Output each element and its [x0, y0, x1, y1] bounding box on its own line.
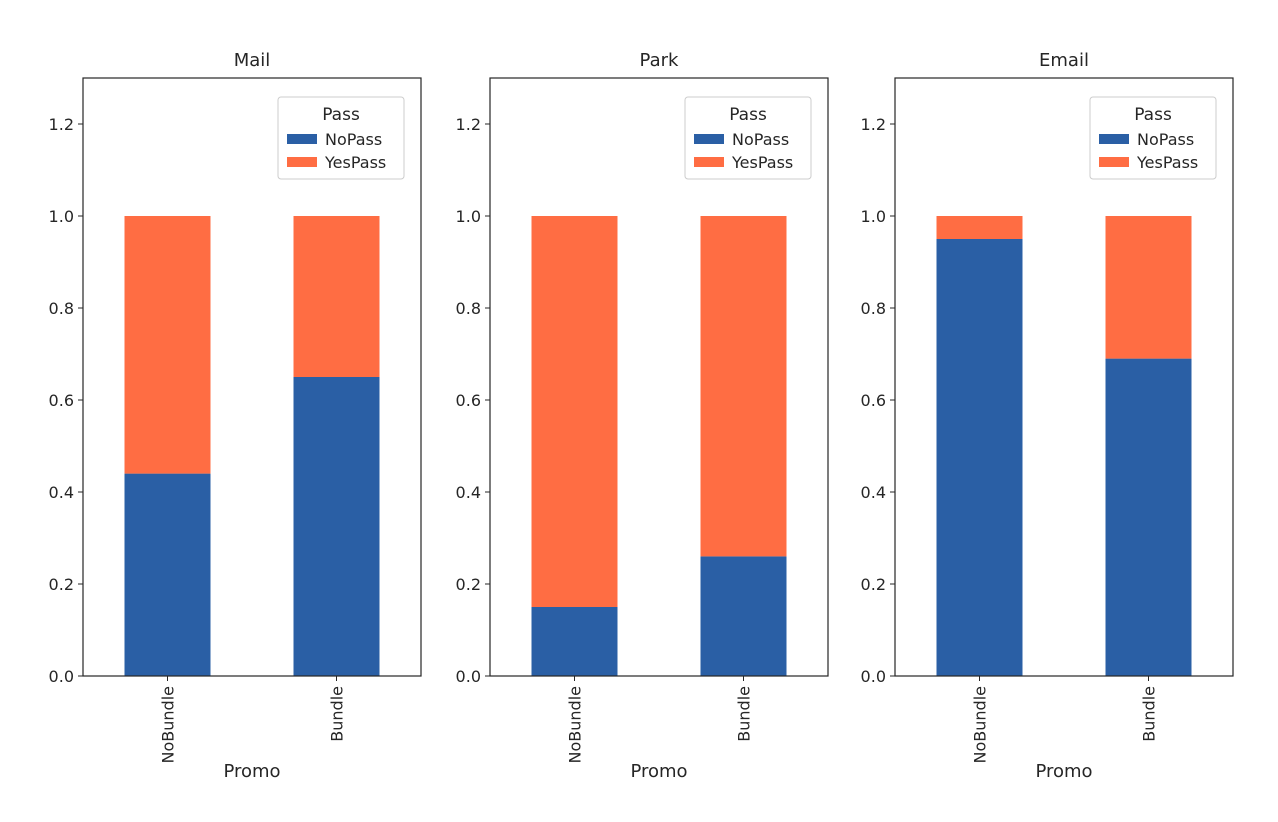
chart-panel-mail: 0.0 0.2 0.4 0.6 0.8 1.0 1.2 NoBundle Bundle Mail P… — [49, 50, 422, 782]
bar-yespass-bundle — [700, 216, 787, 557]
bar-nopass-nobundle — [124, 473, 211, 676]
y-tick-label: 1.0 — [861, 207, 886, 226]
x-tick-label: NoBundle — [159, 686, 178, 763]
y-tick-label: 0.8 — [861, 299, 886, 318]
bar-yespass-bundle — [1105, 216, 1192, 359]
y-tick-label: 0.4 — [49, 483, 74, 502]
chart-title: Mail — [234, 50, 271, 71]
y-tick-label: 1.2 — [861, 115, 886, 134]
y-tick-label: 0.6 — [456, 391, 481, 410]
y-tick-label: 1.2 — [456, 115, 481, 134]
legend-swatch-nopass — [287, 134, 317, 144]
y-tick-label: 0.0 — [861, 667, 886, 686]
x-tick-label: Bundle — [328, 686, 347, 742]
chart-title: Park — [640, 50, 679, 71]
legend-title: Pass — [729, 105, 767, 125]
bar-nopass-bundle — [700, 556, 787, 676]
y-tick-label: 0.8 — [49, 299, 74, 318]
chart-panel-email: 0.0 0.2 0.4 0.6 0.8 1.0 1.2 NoBundle Bundle Email… — [861, 50, 1234, 782]
y-tick-label: 0.2 — [456, 575, 481, 594]
bar-nopass-bundle — [1105, 358, 1192, 676]
y-tick-label: 1.0 — [456, 207, 481, 226]
legend-title: Pass — [322, 105, 360, 125]
bar-yespass-nobundle — [124, 216, 211, 474]
x-tick-label: Bundle — [1140, 686, 1159, 742]
axes-frame — [489, 77, 829, 677]
chart-panel-park: 0.0 0.2 0.4 0.6 0.8 1.0 1.2 NoBundle Bundle Park P… — [456, 50, 829, 782]
legend-entry-yespass: YesPass — [1136, 153, 1198, 172]
legend-swatch-yespass — [694, 157, 724, 167]
y-tick-label: 0.2 — [49, 575, 74, 594]
axes-frame — [82, 77, 422, 677]
x-axis-label: Promo — [630, 761, 687, 782]
y-tick-label: 0.8 — [456, 299, 481, 318]
x-axis-label: Promo — [223, 761, 280, 782]
legend-entry-nopass: NoPass — [325, 130, 382, 149]
bar-yespass-nobundle — [531, 216, 618, 607]
y-tick-label: 0.4 — [861, 483, 886, 502]
y-tick-label: 0.4 — [456, 483, 481, 502]
x-axis-label: Promo — [1035, 761, 1092, 782]
bar-nopass-bundle — [293, 377, 380, 676]
y-tick-label: 0.2 — [861, 575, 886, 594]
bar-nopass-nobundle — [936, 239, 1023, 676]
legend-swatch-nopass — [694, 134, 724, 144]
legend: Pass NoPass YesPass — [684, 96, 812, 180]
legend-entry-yespass: YesPass — [731, 153, 793, 172]
legend-swatch-yespass — [287, 157, 317, 167]
legend-entry-nopass: NoPass — [732, 130, 789, 149]
legend-swatch-nopass — [1099, 134, 1129, 144]
x-tick-label: NoBundle — [971, 686, 990, 763]
legend-title: Pass — [1134, 105, 1172, 125]
bar-yespass-nobundle — [936, 216, 1023, 239]
y-tick-label: 0.6 — [861, 391, 886, 410]
legend-entry-yespass: YesPass — [324, 153, 386, 172]
y-tick-label: 0.0 — [49, 667, 74, 686]
x-tick-label: NoBundle — [566, 686, 585, 763]
bar-nopass-nobundle — [531, 607, 618, 676]
legend: Pass NoPass YesPass — [277, 96, 405, 180]
y-tick-label: 1.0 — [49, 207, 74, 226]
legend-entry-nopass: NoPass — [1137, 130, 1194, 149]
bar-yespass-bundle — [293, 216, 380, 377]
legend: Pass NoPass YesPass — [1089, 96, 1217, 180]
chart-title: Email — [1039, 50, 1089, 71]
legend-swatch-yespass — [1099, 157, 1129, 167]
axes-frame — [894, 77, 1234, 677]
y-tick-label: 0.0 — [456, 667, 481, 686]
y-tick-label: 1.2 — [49, 115, 74, 134]
x-tick-label: Bundle — [735, 686, 754, 742]
y-tick-label: 0.6 — [49, 391, 74, 410]
